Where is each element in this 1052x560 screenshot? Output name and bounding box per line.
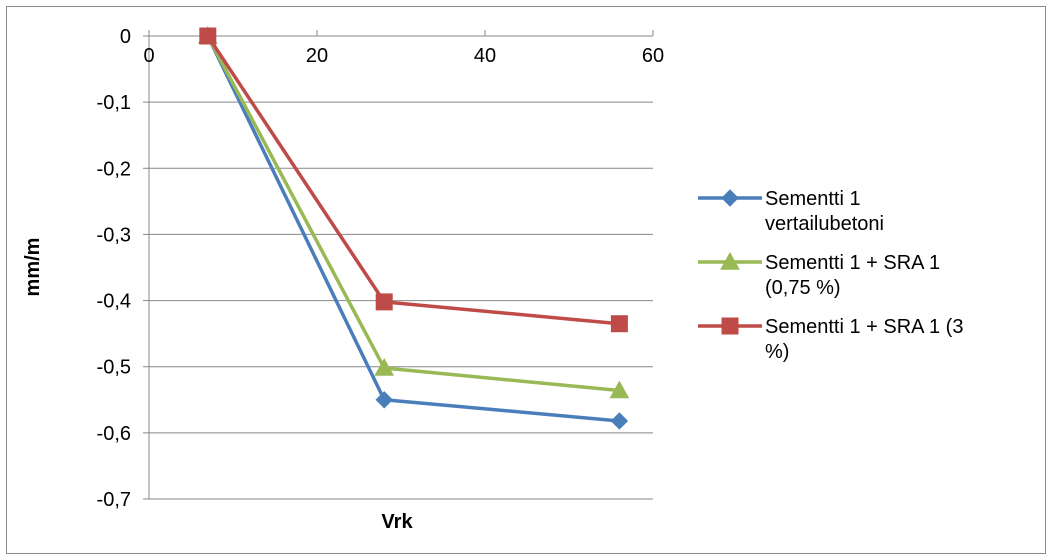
series-line-2 — [206, 35, 620, 393]
legend-label: Sementti 1 + SRA 1 — [765, 252, 940, 274]
x-tick-label: 20 — [306, 45, 328, 67]
y-tick-label: -0,1 — [97, 92, 131, 114]
y-tick-label: -0,7 — [97, 489, 131, 511]
series-markers — [197, 25, 630, 430]
legend-marker — [720, 251, 740, 270]
y-tick-labels: 0 -0,1 -0,2 -0,3 -0,4 -0,5 -0,6 -0,7 — [97, 26, 131, 511]
series-lines — [206, 35, 620, 423]
legend-label: %) — [765, 341, 789, 363]
y-tick-label: 0 — [120, 26, 131, 48]
x-tick-label: 0 — [143, 45, 154, 67]
legend-item-1: Sementti 1 vertailubetoni — [698, 188, 884, 235]
legend-marker — [721, 189, 739, 207]
series-line-1 — [206, 35, 620, 423]
y-tick-label: -0,2 — [97, 158, 131, 180]
series-1-point — [375, 391, 393, 409]
x-axis-title: Vrk — [381, 511, 413, 533]
y-tick-label: -0,5 — [97, 357, 131, 379]
legend-item-2: Sementti 1 + SRA 1 (0,75 %) — [698, 251, 940, 299]
legend-label: vertailubetoni — [765, 213, 884, 235]
x-tick-label: 40 — [474, 45, 496, 67]
series-1-point — [610, 412, 629, 430]
x-tick-labels: 0 20 40 60 — [143, 45, 664, 67]
y-tick-label: -0,3 — [97, 224, 131, 246]
series-2-point — [609, 380, 630, 399]
series-3-point — [610, 315, 628, 333]
legend-label: Sementti 1 — [765, 188, 861, 210]
y-tick-label: -0,6 — [97, 423, 131, 445]
legend: Sementti 1 vertailubetoni Sementti 1 + SRA… — [698, 188, 963, 363]
axes — [143, 30, 654, 500]
series-2-point — [374, 358, 395, 376]
y-tick-label: -0,4 — [97, 291, 131, 313]
legend-label: (0,75 %) — [765, 277, 841, 299]
legend-label: Sementti 1 + SRA 1 (3 — [765, 316, 963, 338]
series-3-point — [199, 27, 217, 45]
x-tick-label: 60 — [642, 45, 664, 67]
chart-area — [6, 6, 1046, 554]
series-3-point — [375, 293, 393, 311]
gridlines — [149, 101, 653, 500]
legend-marker — [721, 317, 739, 335]
legend-item-3: Sementti 1 + SRA 1 (3%) — [698, 316, 963, 363]
y-axis-title: mm/m — [22, 238, 44, 297]
series-line-3 — [206, 35, 620, 326]
